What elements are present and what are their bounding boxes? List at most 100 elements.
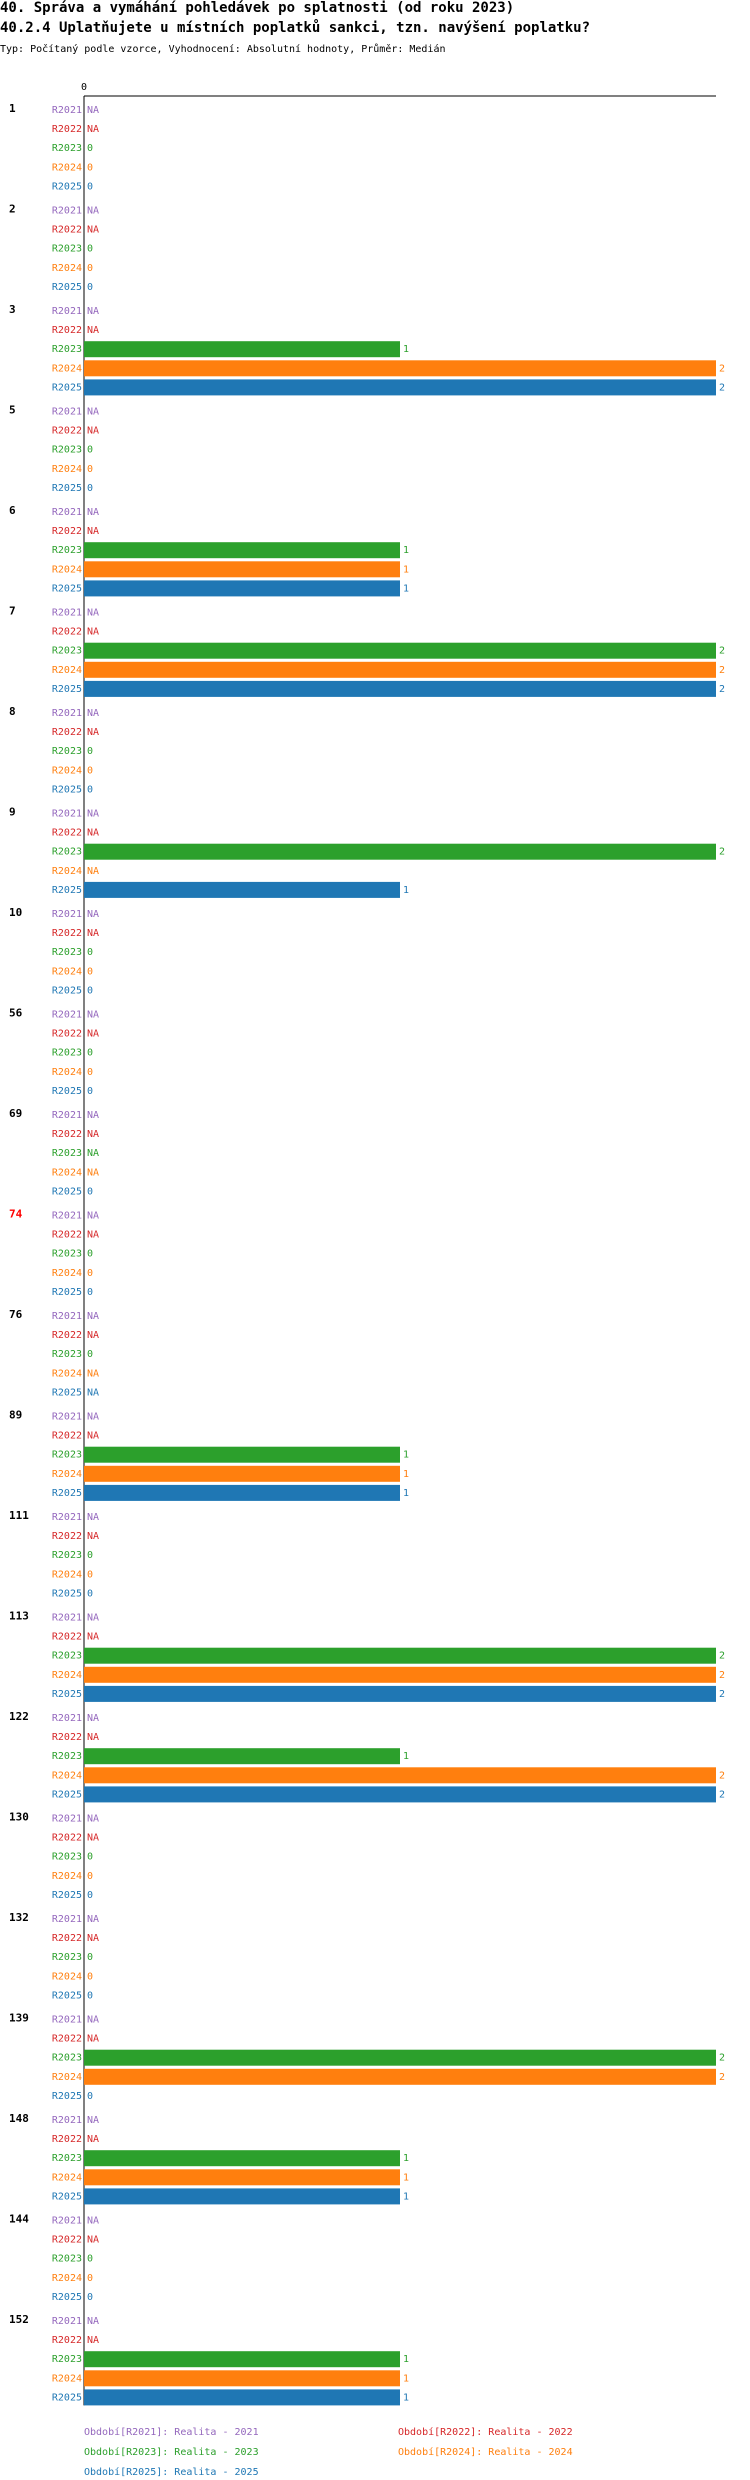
value-label: 2 [719,1689,725,1700]
value-label: NA [87,1311,99,1322]
group-label: 56 [9,1007,23,1020]
value-label: 0 [87,1588,93,1599]
chart-meta: Typ: Počítaný podle vzorce, Vyhodnocení:… [0,44,446,55]
value-label: 1 [403,2354,409,2365]
value-label: 0 [87,947,93,958]
value-label: 2 [719,2053,725,2064]
value-label: NA [87,1368,99,1379]
value-label: 0 [87,1268,93,1279]
group-label: 76 [9,1308,23,1321]
series-tick-label: R2022 [52,426,82,437]
series-tick-label: R2022 [52,325,82,336]
value-label: 0 [87,2273,93,2284]
series-tick-label: R2021 [52,2015,82,2026]
series-tick-label: R2025 [52,684,82,695]
value-label: 0 [87,2254,93,2265]
series-tick-label: R2024 [52,464,82,475]
value-label: 2 [719,646,725,657]
value-label: NA [87,206,99,217]
value-label: 1 [403,1450,409,1461]
series-tick-label: R2021 [52,1211,82,1222]
value-label: 0 [87,1952,93,1963]
series-tick-label: R2023 [52,2254,82,2265]
series-tick-label: R2023 [52,1249,82,1260]
value-label: 0 [87,1550,93,1561]
series-tick-label: R2023 [52,344,82,355]
bar [84,2068,716,2085]
series-tick-label: R2024 [52,1971,82,1982]
bar [84,642,716,659]
legend-entry: Období[R2021]: Realita - 2021 [84,2426,259,2438]
series-tick-label: R2023 [52,2354,82,2365]
series-tick-label: R2023 [52,2153,82,2164]
series-tick-label: R2025 [52,1387,82,1398]
legend-entry: Období[R2023]: Realita - 2023 [84,2446,259,2458]
value-label: NA [87,1211,99,1222]
group-label: 111 [9,1509,29,1522]
series-tick-label: R2023 [52,1148,82,1159]
value-label: NA [87,2134,99,2145]
series-tick-label: R2023 [52,947,82,958]
value-label: 1 [403,344,409,355]
series-tick-label: R2021 [52,2216,82,2227]
value-label: 0 [87,1871,93,1882]
series-tick-label: R2022 [52,124,82,135]
bar [84,881,400,898]
series-tick-label: R2021 [52,206,82,217]
value-label: 0 [87,282,93,293]
series-tick-label: R2022 [52,928,82,939]
group-label: 130 [9,1811,29,1824]
value-label: NA [87,2335,99,2346]
group-label: 5 [9,404,16,417]
series-tick-label: R2022 [52,1230,82,1241]
series-tick-label: R2025 [52,1588,82,1599]
bar [84,1465,400,1482]
value-label: 0 [87,1186,93,1197]
series-tick-label: R2025 [52,1186,82,1197]
series-tick-label: R2022 [52,627,82,638]
series-tick-label: R2022 [52,2034,82,2045]
value-label: 0 [87,784,93,795]
series-tick-label: R2025 [52,2191,82,2202]
series-tick-label: R2022 [52,2335,82,2346]
value-label: 0 [87,2091,93,2102]
value-label: NA [87,407,99,418]
value-label: 0 [87,1569,93,1580]
series-tick-label: R2021 [52,1613,82,1624]
series-tick-label: R2025 [52,1689,82,1700]
group-label: 148 [9,2112,29,2125]
x-tick-label: 0 [81,82,87,93]
value-label: NA [87,1387,99,1398]
value-label: 1 [403,545,409,556]
series-tick-label: R2022 [52,1531,82,1542]
bar [84,2370,400,2387]
value-label: NA [87,1412,99,1423]
value-label: 0 [87,1990,93,2001]
value-label: 2 [719,1651,725,1662]
value-label: NA [87,2115,99,2126]
value-label: 2 [719,1770,725,1781]
series-tick-label: R2023 [52,1651,82,1662]
series-tick-label: R2021 [52,105,82,116]
series-tick-label: R2025 [52,181,82,192]
bar [84,2389,400,2406]
series-tick-label: R2024 [52,866,82,877]
value-label: 0 [87,746,93,757]
series-tick-label: R2022 [52,1732,82,1743]
series-tick-label: R2022 [52,727,82,738]
group-label: 2 [9,203,16,216]
value-label: NA [87,1148,99,1159]
value-label: NA [87,325,99,336]
series-tick-label: R2022 [52,1833,82,1844]
series-tick-label: R2021 [52,708,82,719]
value-label: NA [87,1512,99,1523]
series-tick-label: R2024 [52,765,82,776]
value-label: 0 [87,966,93,977]
value-label: NA [87,909,99,920]
value-label: 1 [403,885,409,896]
series-tick-label: R2025 [52,1287,82,1298]
value-label: 0 [87,1971,93,1982]
group-label: 152 [9,2313,29,2326]
series-tick-label: R2022 [52,1431,82,1442]
value-label: 2 [719,382,725,393]
